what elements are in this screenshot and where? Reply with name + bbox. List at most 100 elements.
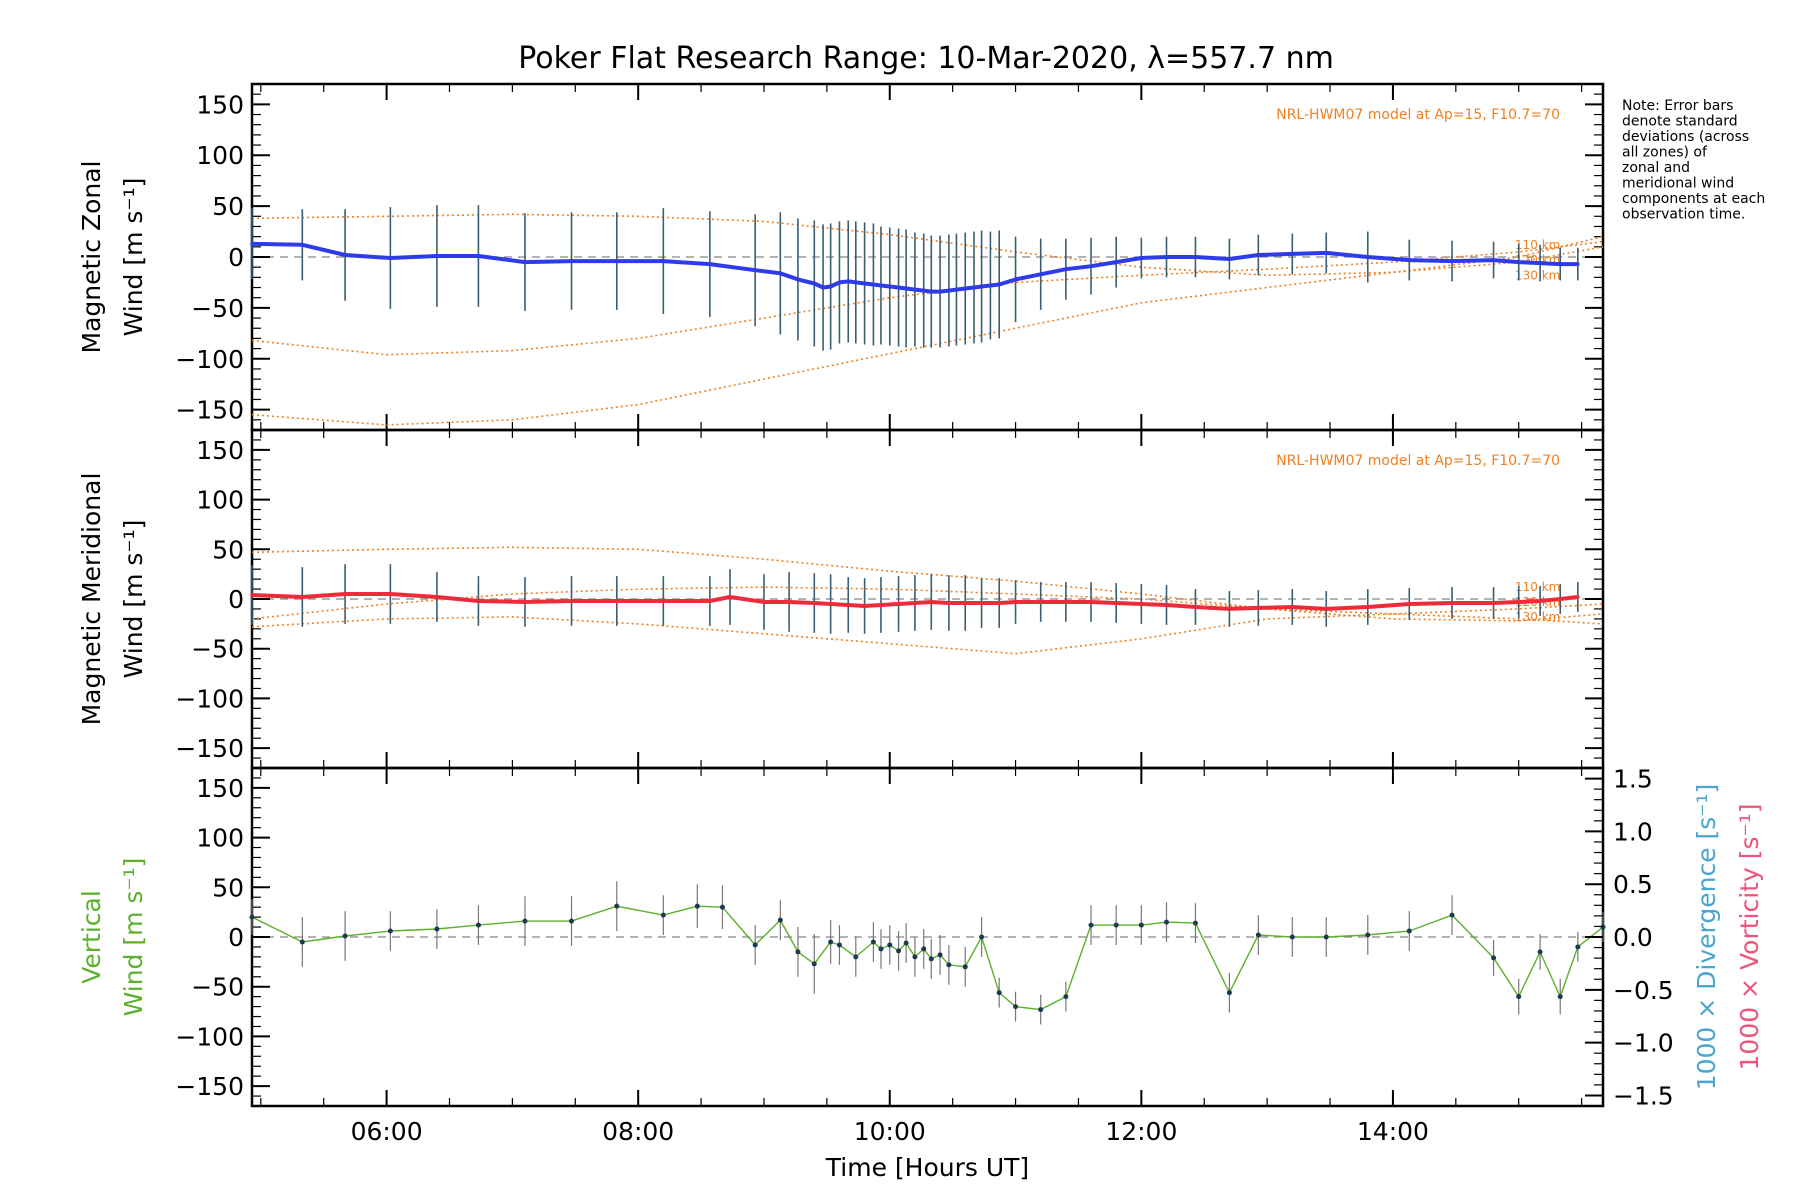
data-point [821,285,825,290]
data-point [1038,600,1043,604]
data-point [913,287,917,292]
data-point [1365,255,1370,259]
data-point [795,949,801,955]
data-point [1516,260,1521,264]
data-point [862,604,867,608]
data-point [1450,601,1454,605]
altitude-label: 110 km [1515,580,1560,594]
data-point [1089,264,1093,268]
model-label: NRL-HWM07 model at Ap=15, F10.7=70 [1276,453,1560,469]
x-tick-label: 06:00 [351,1117,423,1146]
y2-tick-label: 0.5 [1613,870,1653,899]
note-line: Note: Error bars [1622,98,1733,114]
data-point [870,939,876,945]
data-point [896,285,901,290]
data-point [1088,922,1094,928]
data-point [343,253,347,257]
data-point [929,600,934,604]
y-tick-label: 100 [196,486,244,515]
y-tick-label: −50 [191,635,244,664]
data-point [837,280,842,285]
data-point [796,277,800,282]
data-point [1406,928,1412,934]
x-tick-label: 10:00 [854,1117,926,1146]
data-point [1407,602,1412,606]
data-point [1138,922,1144,928]
data-point [812,281,817,286]
data-point [947,601,951,605]
y-tick-label: 100 [196,824,244,853]
data-point [962,964,968,970]
data-point [777,917,783,923]
data-point [787,600,791,604]
data-point [1013,277,1018,282]
y-axis-label-meridional-2: Wind [m s⁻¹] [119,520,148,679]
note-line: zonal and [1622,160,1690,176]
data-point [997,282,1002,287]
data-point [997,601,1002,605]
data-point [937,952,943,958]
data-point [828,939,834,945]
data-point [1558,597,1563,601]
data-point [1227,257,1232,261]
altitude-label: 110 km [1515,238,1560,252]
data-point [1576,262,1580,266]
data-point [569,259,574,263]
data-point [1557,994,1563,1000]
model-curve-upper [251,213,1604,277]
data-point [1290,252,1295,256]
data-point [1064,267,1068,272]
data-point [753,268,757,273]
data-point [1038,272,1043,277]
data-point [752,942,758,948]
y-tick-label: −50 [191,973,244,1002]
data-point [614,599,619,603]
data-point [1600,924,1606,930]
note-line: all zones) of [1622,145,1708,161]
data-point [1227,607,1232,611]
data-point [660,912,666,918]
y-tick-label: −150 [175,1072,244,1101]
data-point [904,286,908,291]
data-point [719,904,725,910]
y-tick-label: 50 [212,873,244,902]
altitude-label: 130 km [1515,268,1560,282]
data-point [1365,932,1371,938]
data-point [1491,601,1496,605]
data-point [887,942,893,948]
data-point [1139,256,1144,260]
data-point [928,956,934,962]
y-tick-label: 150 [196,774,244,803]
data-point [972,285,976,290]
data-point [929,289,934,294]
data-point [1323,934,1329,940]
x-tick-label: 08:00 [602,1117,674,1146]
data-point [1491,955,1497,961]
model-curve-lower [251,613,1604,655]
data-point [812,601,817,605]
data-point [1193,255,1198,259]
data-point [1089,600,1093,604]
data-point [300,242,305,247]
data-point [661,259,666,263]
note-line: observation time. [1622,207,1745,223]
data-point [343,592,347,596]
note-line: denote standard [1622,114,1738,130]
data-point [434,926,440,932]
data-point [523,260,527,264]
data-point [887,284,892,289]
data-point [836,942,842,948]
data-point [1538,599,1542,603]
data-point [1013,600,1018,604]
note-line: meridional wind [1622,176,1734,192]
data-point [250,593,254,597]
data-point [811,961,817,967]
data-point [388,592,393,596]
y-tick-label: 0 [228,923,244,952]
data-point [1538,261,1542,265]
data-point [728,595,732,599]
y2-tick-label: 1.0 [1613,817,1653,846]
data-point [988,283,993,288]
data-point [921,946,927,952]
